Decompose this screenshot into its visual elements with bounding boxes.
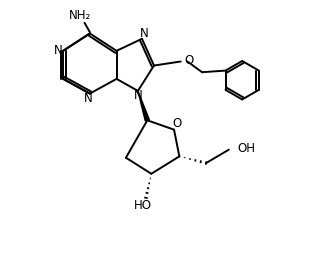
Text: OH: OH [237,142,255,155]
Text: O: O [184,54,193,67]
Text: N: N [54,44,63,57]
Text: N: N [84,92,93,105]
Text: NH₂: NH₂ [69,9,92,22]
Text: N: N [133,89,142,102]
Text: HO: HO [134,199,152,212]
Text: N: N [140,28,149,40]
Text: O: O [173,117,182,130]
Polygon shape [138,91,149,121]
